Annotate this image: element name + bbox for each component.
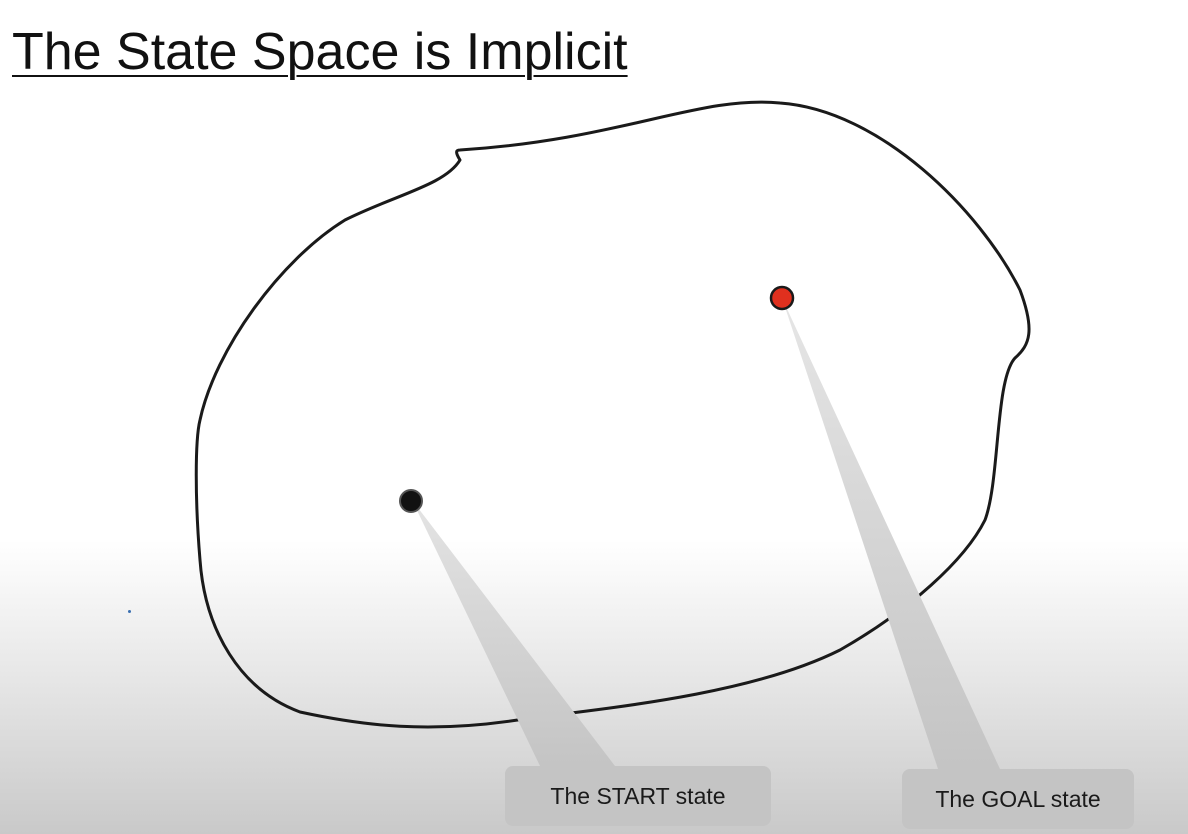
start-callout-pointer xyxy=(412,500,615,766)
start-state-label: The START state xyxy=(505,766,771,826)
goal-state-node xyxy=(769,285,795,311)
slide-title: The State Space is Implicit xyxy=(12,23,628,81)
goal-state-label: The GOAL state xyxy=(902,769,1134,829)
state-space-outline xyxy=(194,100,1031,729)
start-state-node xyxy=(399,489,423,513)
goal-callout-pointer xyxy=(782,298,1000,769)
stray-dot xyxy=(128,610,131,613)
